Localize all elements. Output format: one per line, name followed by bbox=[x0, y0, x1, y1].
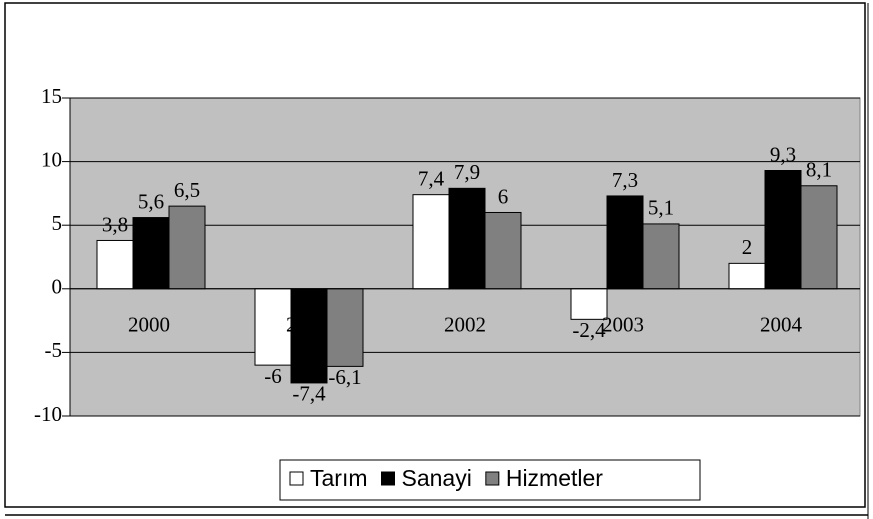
bar bbox=[800, 185, 838, 290]
legend-swatch bbox=[485, 471, 500, 486]
x-tick-label: 2000 bbox=[128, 313, 170, 337]
legend-label: Sanayi bbox=[402, 465, 472, 491]
value-label: -2,4 bbox=[572, 318, 606, 342]
value-label: 5,6 bbox=[138, 189, 164, 213]
value-label: 9,3 bbox=[770, 142, 796, 166]
bar bbox=[132, 217, 170, 290]
value-label: 6,5 bbox=[174, 178, 200, 202]
bar bbox=[412, 194, 450, 290]
bar bbox=[484, 211, 522, 290]
y-tick-label: 15 bbox=[41, 84, 62, 108]
legend-swatch bbox=[381, 471, 395, 486]
bar bbox=[764, 170, 802, 290]
legend-label: Tarım bbox=[310, 465, 368, 491]
bar bbox=[448, 187, 486, 290]
bar bbox=[290, 288, 328, 384]
x-tick-label: 2001 bbox=[286, 313, 328, 337]
y-tick-label: -5 bbox=[45, 338, 63, 362]
x-tick-label: 2003 bbox=[602, 313, 644, 337]
bar bbox=[606, 195, 644, 290]
bar bbox=[254, 288, 292, 366]
x-tick-label: 2004 bbox=[760, 313, 803, 337]
legend-label: Hizmetler bbox=[506, 465, 603, 491]
value-label: -7,4 bbox=[292, 382, 326, 406]
value-label: 8,1 bbox=[806, 158, 832, 182]
value-label: -6 bbox=[264, 364, 282, 388]
legend-swatch bbox=[289, 471, 304, 486]
y-tick-label: 5 bbox=[52, 211, 63, 235]
value-label: 6 bbox=[498, 184, 509, 208]
value-label: 2 bbox=[742, 235, 753, 259]
value-label: 5,1 bbox=[648, 196, 674, 220]
bar bbox=[96, 239, 134, 290]
bar bbox=[326, 288, 364, 367]
x-tick-label: 2002 bbox=[444, 313, 486, 337]
value-label: 7,9 bbox=[454, 160, 480, 184]
value-label: 7,4 bbox=[418, 166, 445, 190]
y-tick-label: 10 bbox=[41, 147, 62, 171]
value-label: 3,8 bbox=[102, 212, 128, 236]
bar bbox=[168, 205, 206, 290]
y-tick-label: -10 bbox=[34, 402, 62, 426]
bar bbox=[642, 223, 680, 290]
bar bbox=[728, 262, 766, 290]
bar bbox=[570, 288, 608, 320]
y-tick-label: 0 bbox=[52, 275, 63, 299]
value-label: 7,3 bbox=[612, 168, 638, 192]
value-label: -6,1 bbox=[328, 365, 361, 389]
